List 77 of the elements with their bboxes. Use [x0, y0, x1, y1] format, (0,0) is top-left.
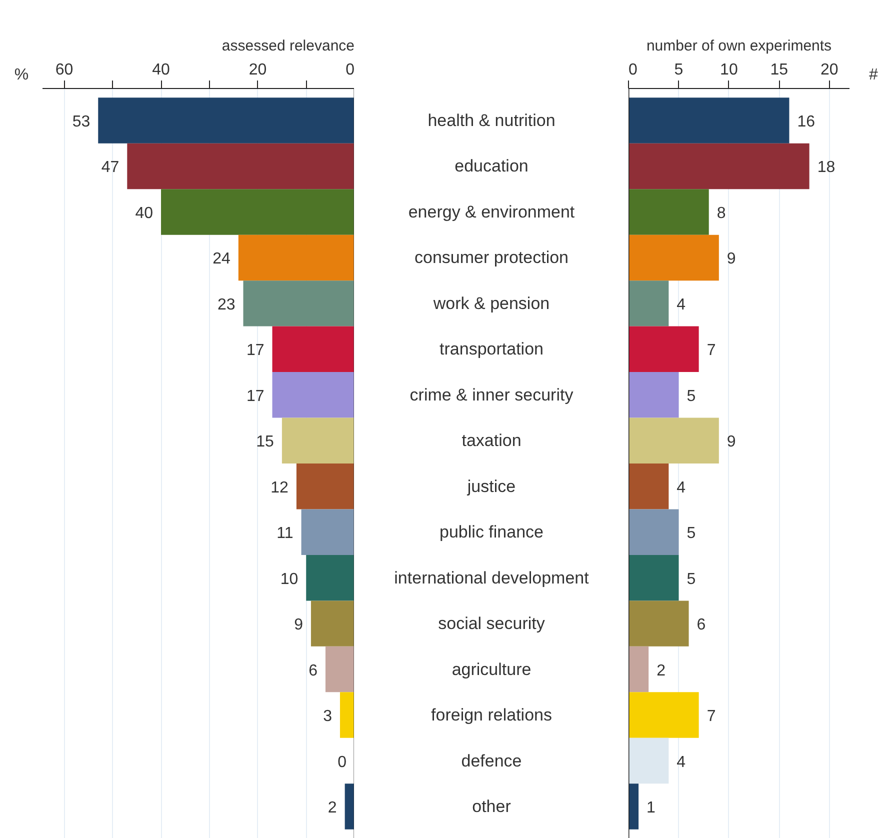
data-label: 10	[280, 570, 298, 588]
bar	[628, 600, 689, 646]
data-label: 7	[706, 342, 716, 360]
data-label: 4	[676, 479, 686, 496]
data-label: 53	[72, 114, 90, 131]
x-axis-title: %	[14, 66, 29, 84]
data-label: 6	[696, 616, 706, 634]
data-label: 0	[338, 754, 347, 771]
data-label: 9	[726, 434, 736, 451]
y-tick-label: other	[472, 796, 512, 816]
bar	[628, 189, 709, 235]
x-tick-label: 0	[628, 62, 638, 78]
x-tick-label: 40	[152, 62, 170, 78]
bar	[628, 464, 669, 510]
data-label: 11	[276, 525, 294, 542]
data-label: 47	[101, 159, 120, 176]
x-axis-title: #	[869, 66, 878, 84]
data-label: 3	[323, 708, 332, 726]
y-tick-label: health & nutrition	[428, 111, 556, 130]
bar	[628, 418, 719, 464]
y-tick-label: justice	[466, 476, 516, 496]
data-label: 40	[135, 204, 154, 222]
data-label: 17	[246, 388, 264, 405]
y-tick-label: crime & inner security	[410, 385, 574, 404]
x-tick-label: 20	[248, 62, 267, 78]
bar	[628, 784, 639, 830]
x-tick-label: 10	[720, 62, 738, 78]
x-tick-label: 0	[346, 62, 355, 78]
y-tick-label: energy & environment	[408, 202, 575, 222]
bar	[628, 326, 699, 372]
bar	[628, 234, 719, 281]
y-tick-label: work & pension	[432, 294, 550, 313]
data-label: 8	[716, 204, 726, 222]
bar	[628, 738, 669, 784]
data-label: 17	[246, 342, 264, 360]
bar	[628, 280, 669, 326]
y-tick-label: public finance	[440, 522, 544, 542]
data-label: 2	[328, 799, 337, 816]
x-tick-label: 20	[820, 62, 838, 78]
data-label: 4	[676, 296, 686, 314]
bar	[628, 509, 679, 555]
data-label: 1	[646, 799, 656, 816]
data-label: 15	[256, 434, 274, 451]
data-label: 5	[686, 525, 696, 542]
bar	[628, 692, 699, 738]
y-tick-label: foreign relations	[431, 706, 552, 725]
data-label: 12	[270, 479, 289, 496]
data-label: 18	[817, 159, 836, 176]
data-label: 6	[308, 662, 318, 680]
y-tick-label: taxation	[462, 431, 522, 450]
chart-title: number of own experiments	[646, 38, 832, 54]
x-tick-label: 60	[55, 62, 74, 78]
chart-title: assessed relevance	[222, 38, 354, 54]
x-tick-label: 5	[674, 62, 684, 78]
y-tick-label: social security	[438, 614, 546, 634]
data-label: 24	[212, 250, 231, 268]
data-label: 5	[686, 388, 696, 405]
y-tick-label: international development	[394, 568, 590, 588]
y-tick-label: transportation	[440, 340, 544, 359]
bar	[628, 143, 810, 190]
y-tick-label: defence	[461, 751, 522, 770]
data-label: 16	[797, 114, 816, 131]
data-label: 2	[656, 662, 666, 680]
data-label: 23	[217, 296, 236, 314]
data-label: 7	[706, 708, 716, 726]
data-label: 9	[294, 616, 304, 634]
y-tick-label: education	[454, 156, 528, 176]
x-tick-label: 15	[770, 62, 788, 78]
data-label: 9	[726, 250, 736, 268]
bar	[628, 98, 790, 144]
data-label: 5	[686, 570, 696, 588]
bar	[628, 372, 679, 418]
y-tick-label: agriculture	[452, 660, 532, 679]
y-tick-label: consumer protection	[414, 248, 569, 268]
bar	[628, 646, 649, 692]
bar	[628, 554, 679, 601]
data-label: 4	[676, 754, 686, 771]
